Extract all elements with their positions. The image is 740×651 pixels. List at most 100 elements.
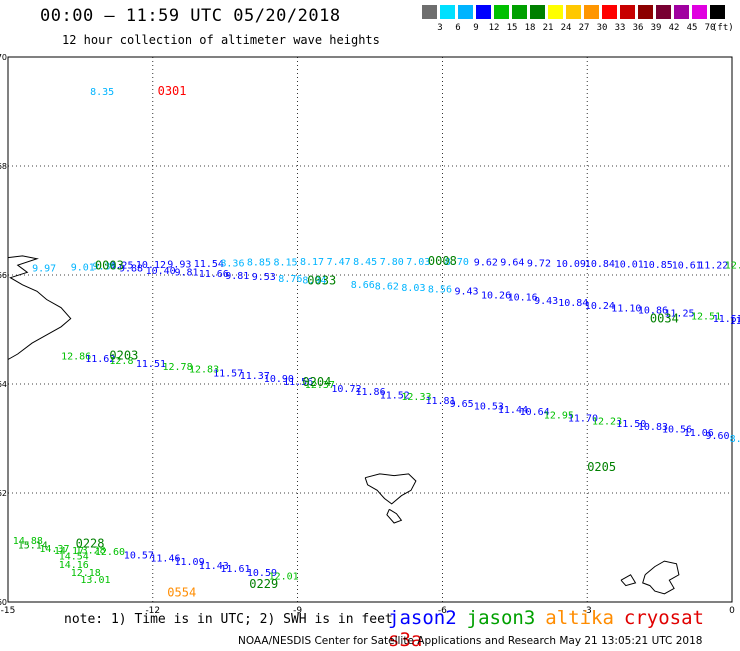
- shetland-west-island: [620, 574, 637, 587]
- swh-value: 9.97: [32, 264, 56, 275]
- colorbar-label: 15: [506, 23, 518, 33]
- lat-tick-label: 62: [0, 489, 7, 498]
- lon-tick-label: 0: [729, 606, 735, 616]
- swh-value: 10.16: [508, 293, 538, 304]
- swh-value: 11.46: [150, 554, 180, 565]
- swh-value: 11.51: [713, 314, 740, 325]
- colorbar-swatch: [638, 5, 653, 19]
- colorbar-label: 42: [668, 23, 680, 33]
- swh-value: 12.51: [691, 312, 721, 323]
- swh-value: 9.43: [534, 296, 558, 307]
- faroe-south-island: [386, 508, 403, 524]
- swh-value: 11.10: [611, 304, 641, 315]
- swh-value: 11.06: [684, 428, 714, 439]
- colorbar-swatch: [674, 5, 689, 19]
- pass-time-label: 0205: [587, 460, 616, 474]
- colorbar-label: 12: [488, 23, 500, 33]
- swh-value: 10.86: [638, 306, 668, 317]
- pass-time-label: 0203: [109, 349, 138, 363]
- swh-value: 11.51: [136, 359, 166, 370]
- swh-value: 11.70: [568, 414, 598, 425]
- pass-time-label: 0301: [158, 84, 187, 98]
- swh-value: 11.56: [283, 377, 313, 388]
- swh-value: 12.83: [189, 365, 219, 376]
- swh-value: 9.43: [455, 287, 479, 298]
- satellite-legend-altika: altika: [545, 607, 614, 629]
- pass-time-label: 0033: [307, 273, 336, 287]
- swh-value: 8.15: [274, 258, 298, 269]
- swh-value: 10.01: [614, 259, 644, 270]
- colorbar-swatch: [656, 5, 671, 19]
- colorbar-label: 18: [524, 23, 536, 33]
- lon-tick-label: -12: [145, 606, 160, 616]
- map-frame: [7, 56, 733, 603]
- swh-value: 8.17: [300, 257, 324, 268]
- footer-credit: NOAA/NESDIS Center for Satellite Applica…: [238, 635, 703, 647]
- swh-value: 9.53: [252, 272, 276, 283]
- swh-value: 10.85: [643, 260, 673, 271]
- swh-value: 8.62: [375, 282, 399, 293]
- swh-value: 9.88: [119, 264, 143, 275]
- colorbar-swatch: [692, 5, 707, 19]
- swh-value: 10.26: [481, 290, 511, 301]
- swh-value: 9.64: [500, 258, 524, 269]
- swh-value: 12.23: [592, 416, 622, 427]
- swh-value: 7.47: [327, 257, 351, 268]
- colorbar-swatch: [512, 5, 527, 19]
- colorbar-swatch: [494, 5, 509, 19]
- lat-tick-label: 60: [0, 598, 7, 607]
- lat-tick-label: 66: [0, 271, 7, 280]
- swh-value: 7.80: [380, 257, 404, 268]
- swh-value: 12.23: [725, 261, 740, 272]
- swh-value: 9.72: [527, 258, 551, 269]
- swh-value: 10.59: [247, 568, 277, 579]
- colorbar-label: 30: [596, 23, 608, 33]
- colorbar-label: 39: [650, 23, 662, 33]
- swh-value: 10.90: [264, 374, 294, 385]
- swh-value: 12.78: [163, 362, 193, 373]
- swh-value: 8.94: [302, 276, 326, 287]
- note-text: note: 1) Time is in UTC; 2) SWH is in fe…: [64, 612, 393, 627]
- swh-value: 11.61: [220, 564, 250, 575]
- colorbar-label: 36: [632, 23, 644, 33]
- pass-time-label: 0204: [302, 375, 331, 389]
- colorbar-label: 6: [455, 23, 461, 33]
- pass-time-label: 0554: [167, 586, 196, 600]
- swh-value: 10.53: [474, 402, 504, 413]
- pass-time-label: 0034: [650, 311, 679, 325]
- pass-time-label: 0008: [428, 254, 457, 268]
- swh-value: 15.14: [18, 541, 48, 552]
- colorbar-label: 9: [473, 23, 479, 33]
- swh-value: 14.37: [39, 544, 69, 555]
- swh-value: 10.61: [672, 261, 702, 272]
- swh-value: 8.56: [428, 284, 452, 295]
- swh-value: 10.72: [331, 384, 361, 395]
- colorbar-swatch: [602, 5, 617, 19]
- colorbar-label: 33: [614, 23, 626, 33]
- swh-value: 12.60: [95, 547, 125, 558]
- swh-value: 14.54: [59, 552, 89, 563]
- colorbar-swatch: [566, 5, 581, 19]
- colorbar-swatch: [422, 5, 437, 19]
- colorbar-swatch: [530, 5, 545, 19]
- pass-time-label: 0228: [76, 537, 105, 551]
- swh-value: 10.84: [585, 259, 615, 270]
- shetland-coast: [642, 560, 680, 595]
- swh-value: 8.36: [220, 258, 244, 269]
- swh-value: 9.60: [706, 431, 730, 442]
- swh-value: 11.86: [356, 387, 386, 398]
- swh-value: 11.81: [426, 396, 456, 407]
- swh-value: 11.50: [616, 419, 646, 430]
- swh-value: 8.76: [278, 274, 302, 285]
- swh-value: 11.41: [730, 316, 740, 327]
- satellite-legend-cryosat-s3a: cryosat s3a: [388, 607, 704, 651]
- colorbar-swatch: [620, 5, 635, 19]
- swh-value: 9.01: [71, 263, 95, 274]
- swh-value: 8.45: [353, 257, 377, 268]
- colorbar-swatch: [476, 5, 491, 19]
- swh-value: 12.18: [71, 568, 101, 579]
- swh-value: 11.44: [498, 405, 528, 416]
- swh-value: 10.09: [556, 259, 586, 270]
